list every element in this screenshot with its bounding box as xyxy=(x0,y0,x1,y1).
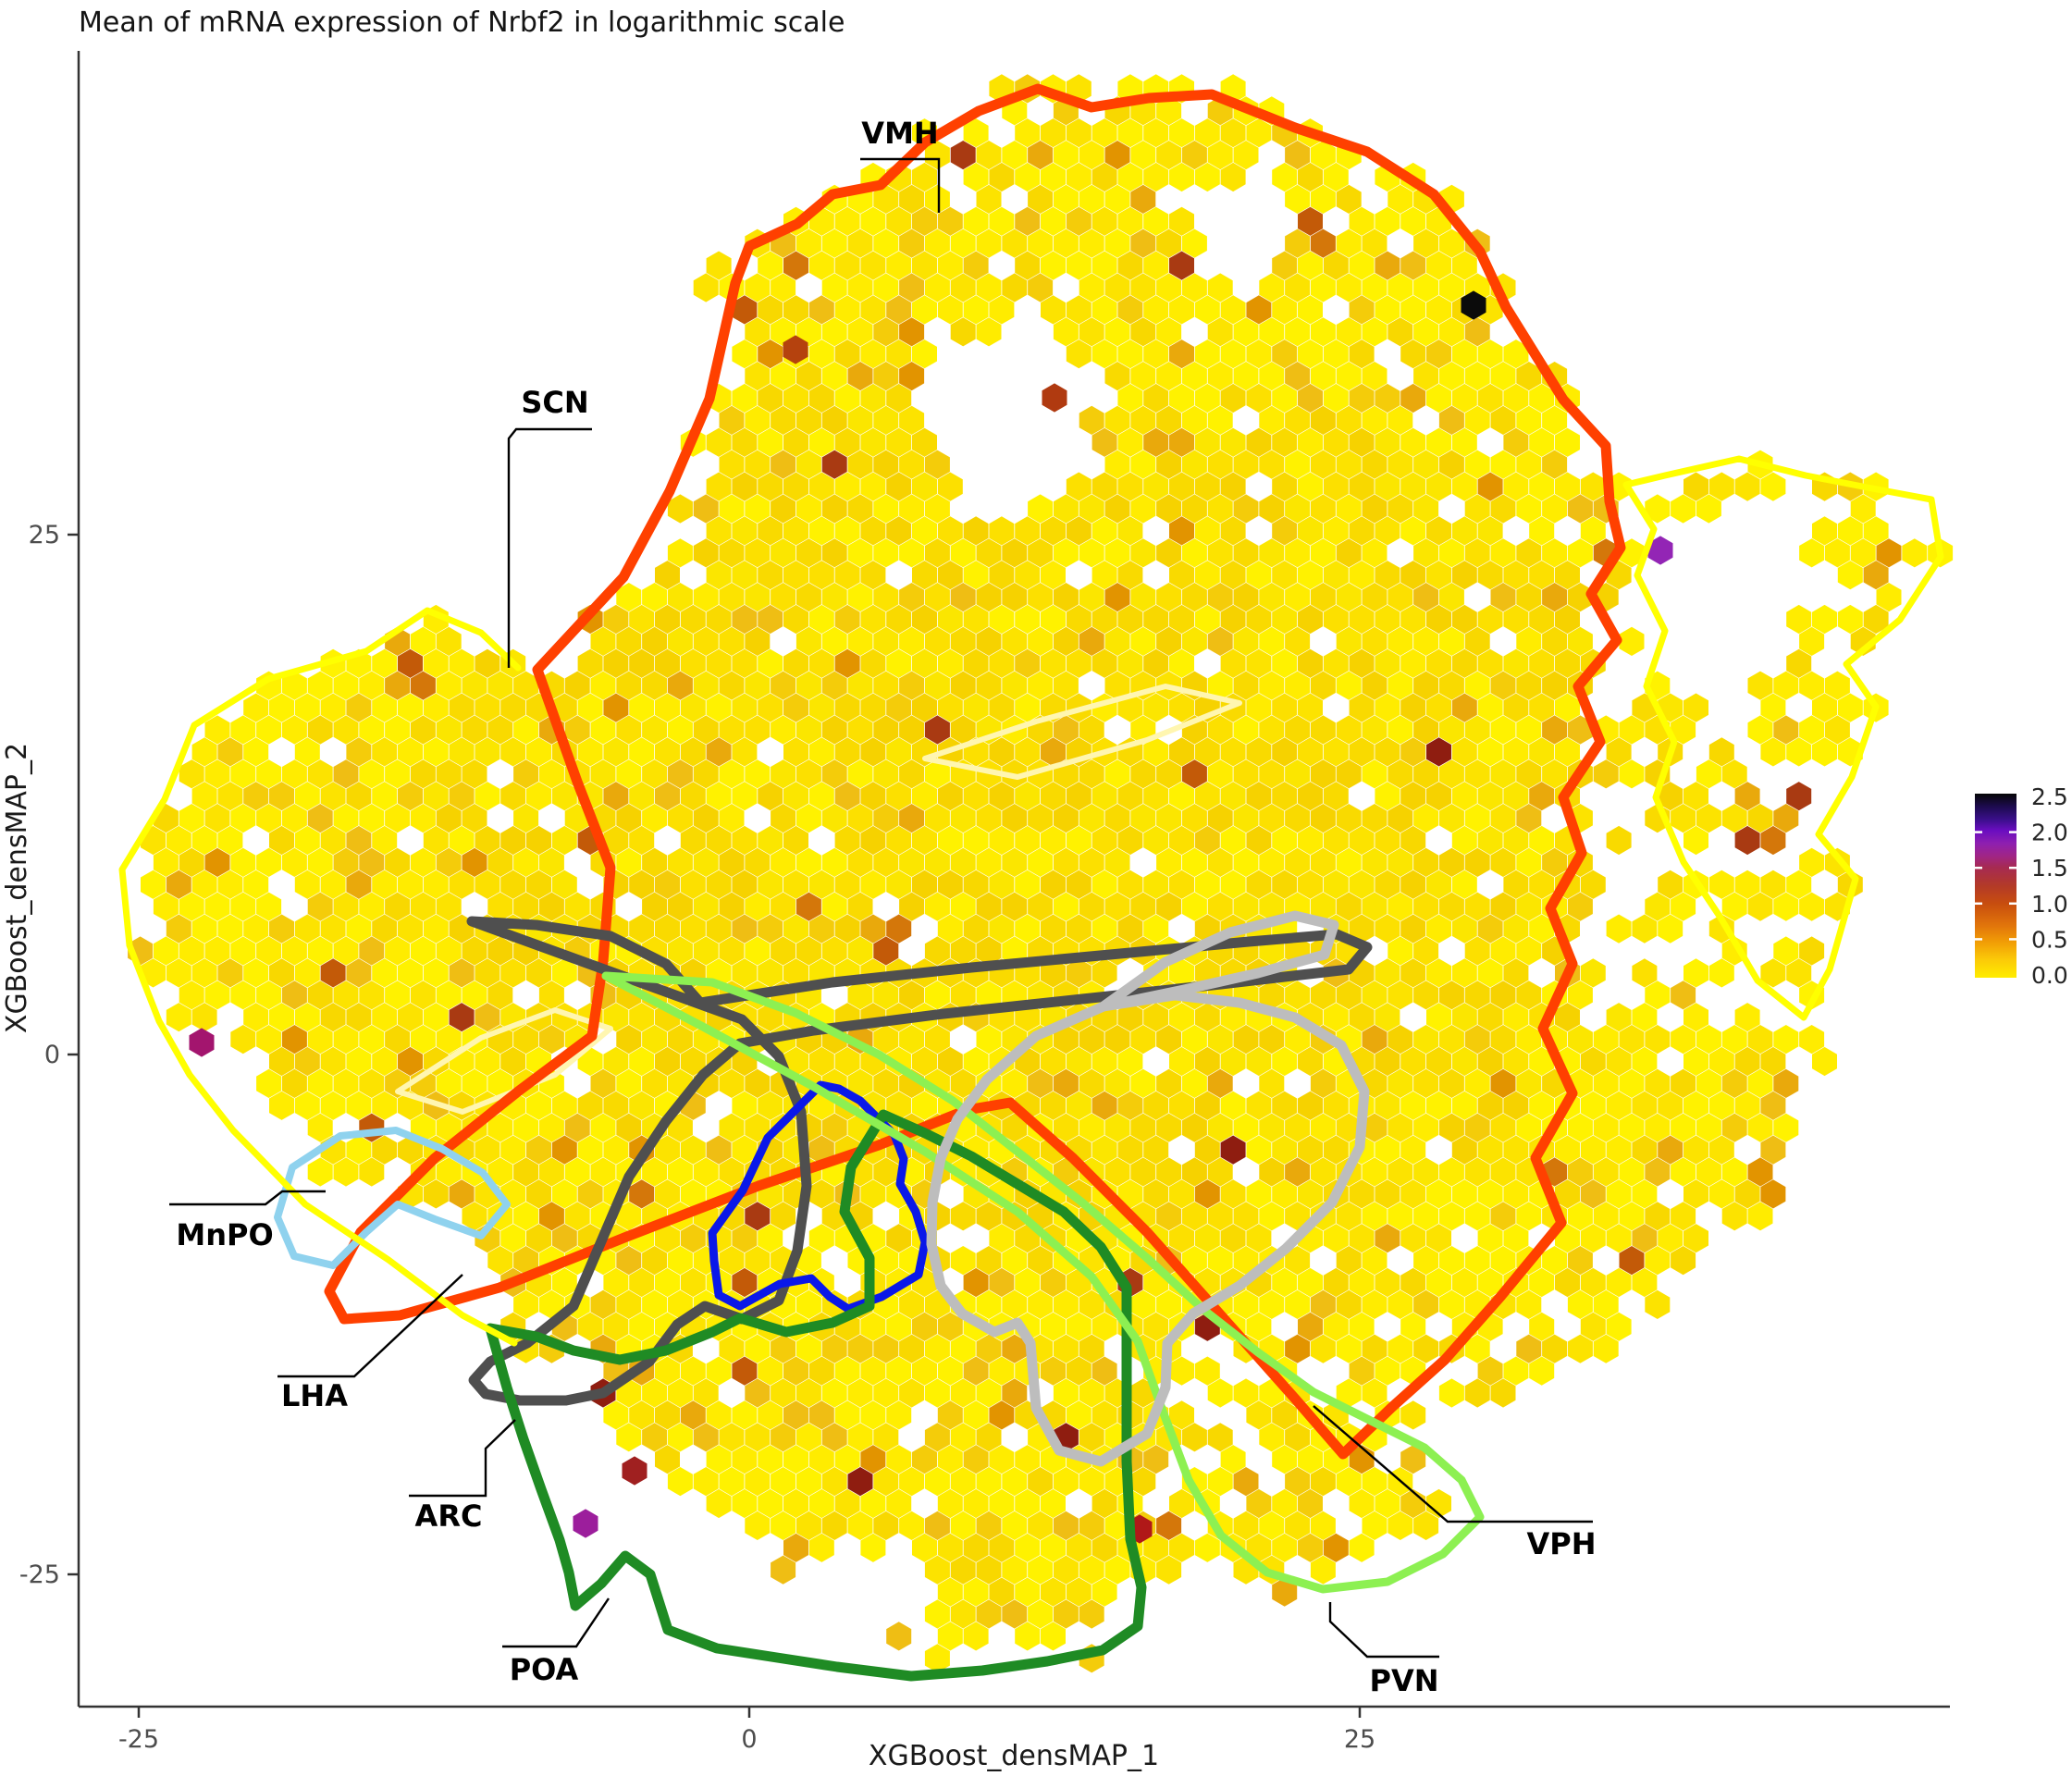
region-outline-right-lobe-boundary xyxy=(1622,455,1944,1021)
y-tick-label: -25 xyxy=(19,1560,60,1589)
high-expression-hex xyxy=(783,335,808,364)
y-tick-label: 0 xyxy=(44,1041,60,1069)
region-annotation-layer: VMH SCN MnPO LHA ARC POA PVN VPH xyxy=(169,116,1597,1698)
colorbar-tick-label: 2.5 xyxy=(2031,783,2068,810)
leader-line-arc xyxy=(409,1419,516,1498)
region-label-scn: SCN xyxy=(521,385,588,420)
region-label-arc: ARC xyxy=(415,1498,483,1534)
plot-title: Mean of mRNA expression of Nrbf2 in loga… xyxy=(79,6,845,39)
high-expression-hex xyxy=(1042,383,1067,413)
x-tick-label: 0 xyxy=(741,1725,757,1754)
x-axis-title: XGBoost_densMAP_1 xyxy=(869,1740,1159,1772)
y-tick-label: 25 xyxy=(29,521,60,549)
region-label-vph: VPH xyxy=(1527,1526,1597,1561)
colorbar-legend: 2.5 2.0 1.5 1.0 0.5 0.0 xyxy=(1975,783,2068,989)
region-outline-vmh xyxy=(324,83,1626,1460)
region-label-pvn: PVN xyxy=(1370,1663,1439,1698)
y-axis-title: XGBoost_densMAP_2 xyxy=(1,743,33,1033)
region-outline-lha xyxy=(466,916,1373,1406)
region-label-poa: POA xyxy=(510,1652,579,1687)
leader-line-vmh xyxy=(860,157,941,213)
faint-region-outline xyxy=(922,684,1242,780)
high-expression-hex xyxy=(1461,290,1486,320)
leader-line-mnpo xyxy=(169,1190,326,1206)
colorbar-tick-label: 0.5 xyxy=(2031,926,2068,953)
leader-line-scn xyxy=(507,427,592,668)
region-outline-vph xyxy=(926,910,1370,1467)
background-outline-layer xyxy=(395,684,1242,1115)
colorbar-gradient xyxy=(1975,794,2016,978)
leader-line-poa xyxy=(502,1597,610,1648)
leader-line-lha xyxy=(278,1274,463,1378)
x-tick-label: -25 xyxy=(118,1725,159,1754)
region-outline-left-lobe-boundary xyxy=(118,607,522,1347)
leader-line-vph xyxy=(1313,1405,1593,1523)
high-expression-hex xyxy=(1647,536,1673,565)
region-label-lha: LHA xyxy=(281,1378,348,1413)
region-label-mnpo: MnPO xyxy=(176,1217,273,1252)
region-outline-poa xyxy=(485,1109,1147,1682)
x-tick-label: 25 xyxy=(1344,1725,1375,1754)
region-label-vmh: VMH xyxy=(861,116,938,151)
leader-line-pvn xyxy=(1328,1602,1439,1659)
high-expression-hex xyxy=(622,1456,648,1486)
region-outline-pvn xyxy=(601,971,1485,1594)
high-expression-hex xyxy=(189,1028,215,1057)
colorbar-tick-label: 1.0 xyxy=(2031,891,2068,918)
high-expression-hex xyxy=(573,1509,598,1538)
colorbar-tick-label: 2.0 xyxy=(2031,820,2068,846)
region-outline-mnpo xyxy=(274,1127,511,1269)
region-outline-layer xyxy=(118,83,1944,1682)
colorbar-tick-label: 1.5 xyxy=(2031,855,2068,882)
axes-layer: -25 0 25 25 0 -25 xyxy=(19,51,1950,1754)
faint-region-outline xyxy=(395,1007,613,1115)
hexbin-layer xyxy=(128,74,1954,1673)
colorbar-tick-label: 0.0 xyxy=(2031,962,2068,989)
